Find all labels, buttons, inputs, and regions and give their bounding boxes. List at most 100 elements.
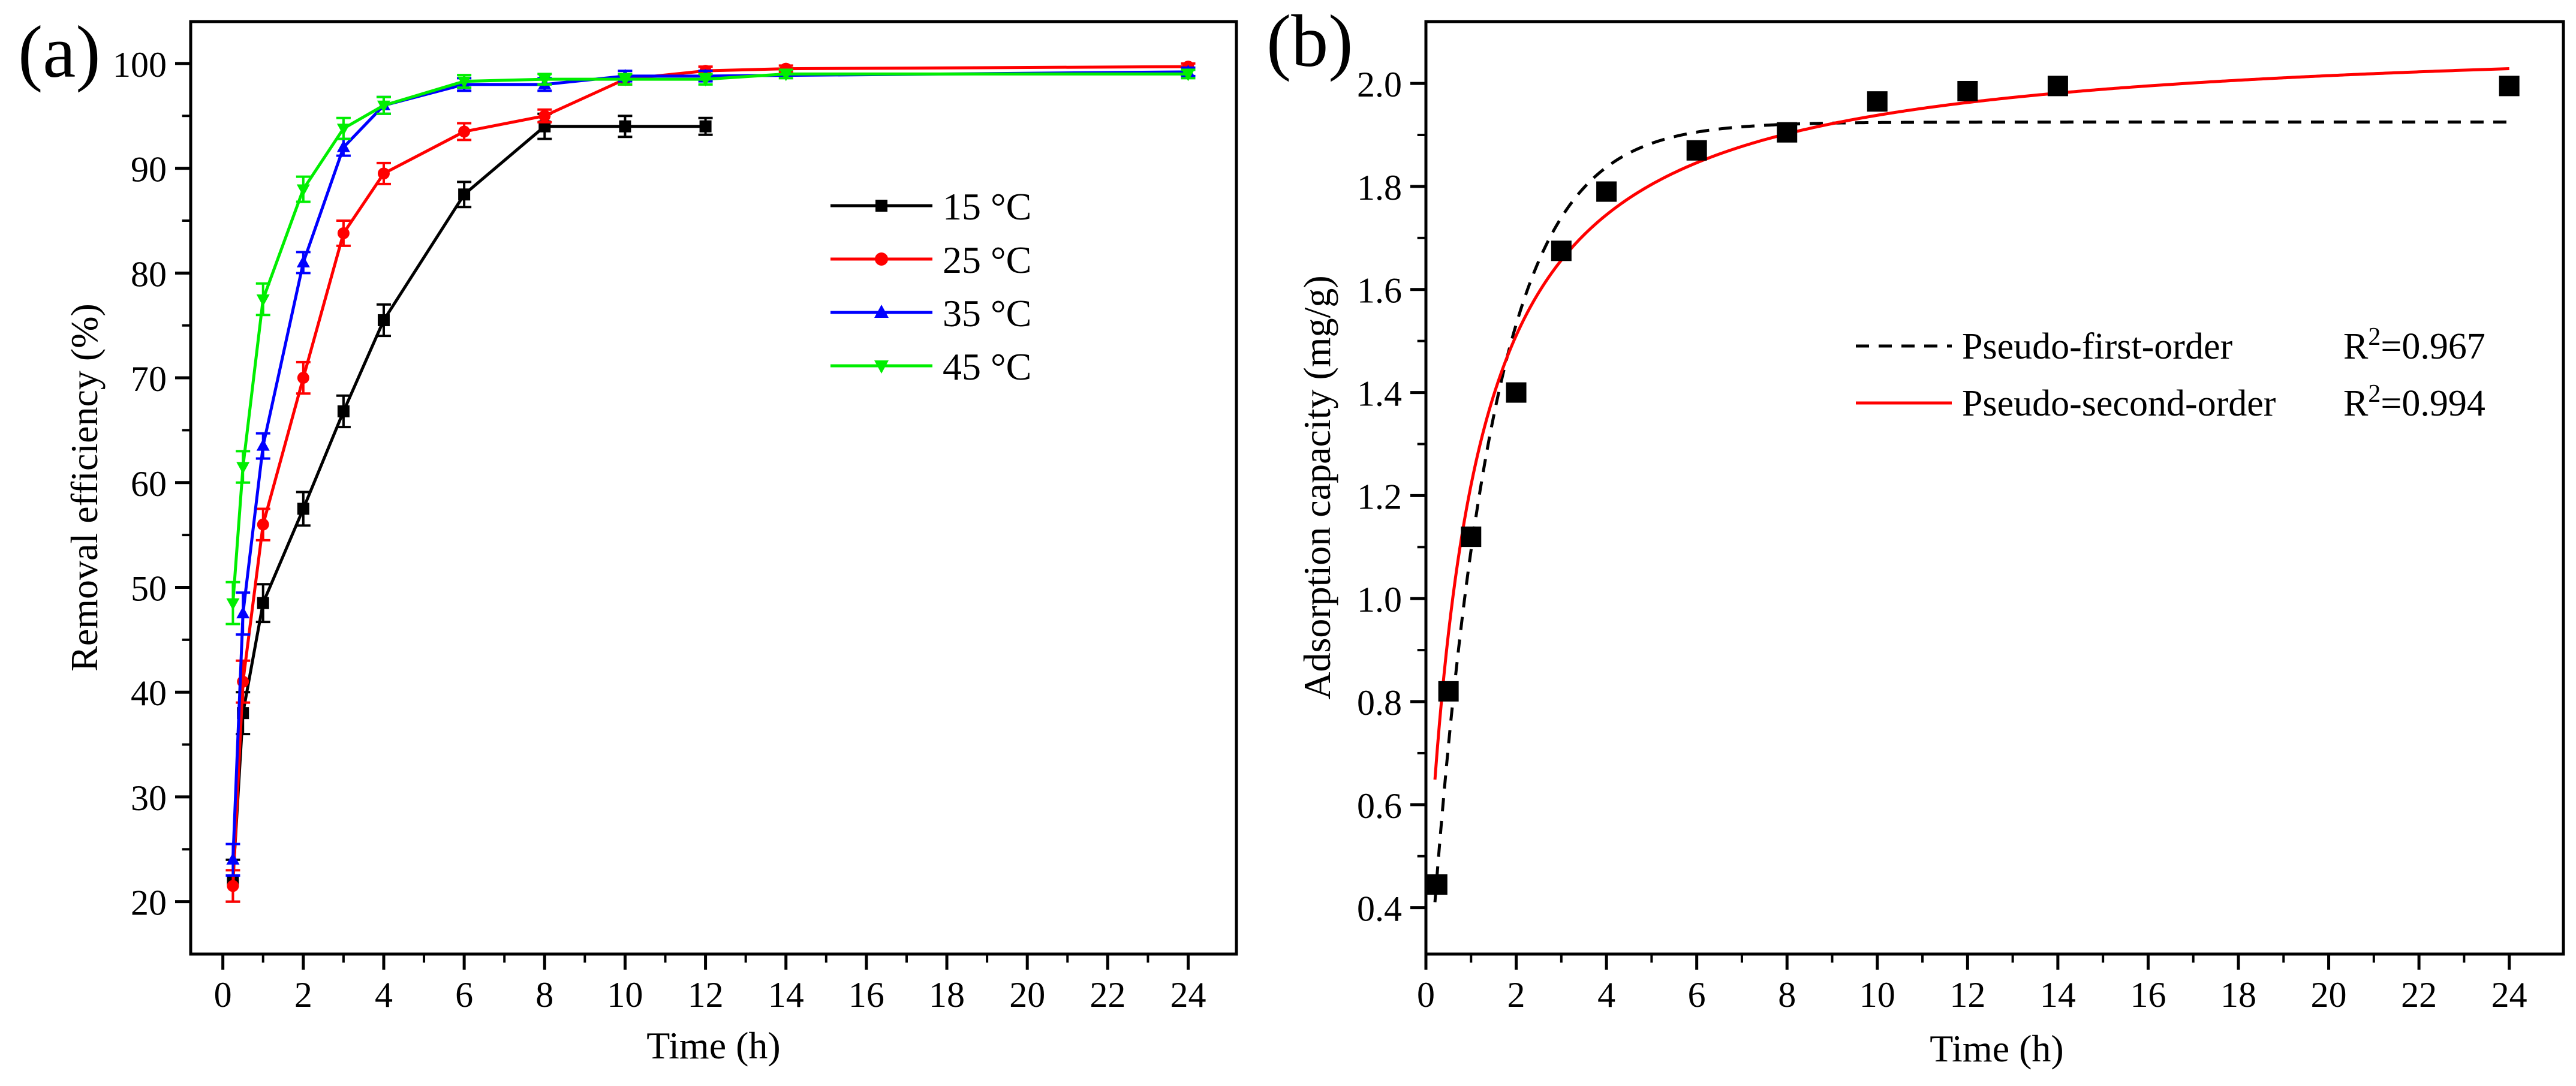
series-line <box>231 70 1188 860</box>
y-tick-label: 0.6 <box>1357 786 1402 826</box>
panel-b-y-axis-label: Adsorption capacity (mg/g) <box>1296 275 1338 699</box>
legend-label-15c: 15 °C <box>943 185 1031 228</box>
data-point <box>538 74 552 87</box>
x-tick-label: 18 <box>929 975 965 1015</box>
y-tick-label: 1.6 <box>1357 271 1402 311</box>
data-point <box>538 110 551 122</box>
data-point <box>779 69 793 82</box>
x-tick-label: 18 <box>2220 975 2256 1015</box>
data-point <box>699 120 712 133</box>
legend-item-25c: 25 °C <box>830 239 1031 281</box>
data-point <box>2499 76 2520 97</box>
x-tick-label: 20 <box>2311 975 2347 1015</box>
fit-curve-pseudo-first-order <box>1433 121 2509 903</box>
panel-b-plot-frame <box>1424 20 2565 956</box>
y-tick-label: 100 <box>113 45 167 85</box>
data-point <box>377 100 390 113</box>
x-tick-label: 6 <box>1688 975 1706 1015</box>
panel-b: (b) 0 2 4 6 8 10 12 14 16 18 20 22 240.40.60.81.01.2… <box>1266 0 2565 1070</box>
data-point <box>227 880 239 892</box>
series-line <box>231 125 706 881</box>
x-tick-label: 10 <box>607 975 643 1015</box>
x-tick-label: 22 <box>2401 975 2437 1015</box>
legend-label-35c: 35 °C <box>943 292 1031 335</box>
data-point <box>1551 240 1572 261</box>
x-tick-label: 22 <box>1090 975 1126 1015</box>
panel-a-plot-frame <box>189 20 1238 956</box>
y-tick-label: 50 <box>131 568 167 608</box>
x-tick-label: 12 <box>688 975 724 1015</box>
x-tick-label: 14 <box>2040 975 2076 1015</box>
x-tick-label: 16 <box>2130 975 2166 1015</box>
panel-b-points <box>1427 76 2520 895</box>
y-tick-label: 20 <box>131 883 167 923</box>
x-tick-label: 0 <box>1417 975 1435 1015</box>
data-point <box>377 167 390 180</box>
x-tick-label: 24 <box>1170 975 1206 1015</box>
panel-a: (a) 0 2 4 6 8 10 12 14 16 18 20 22 24203040506070809… <box>18 11 1238 1067</box>
data-point <box>226 852 240 865</box>
legend-item-35c: 35 °C <box>830 292 1031 335</box>
y-tick-label: 1.8 <box>1357 168 1402 207</box>
data-point <box>618 74 632 87</box>
panel-b-x-axis-label: Time (h) <box>1930 1027 2063 1070</box>
legend-marker-circle <box>875 252 888 266</box>
series-15Cc <box>225 112 713 903</box>
x-tick-label: 10 <box>1859 975 1895 1015</box>
y-tick-label: 0.4 <box>1357 889 1402 929</box>
y-tick-label: 80 <box>131 254 167 294</box>
series-line <box>231 72 1188 603</box>
data-point <box>1957 80 1978 101</box>
data-point <box>296 255 310 267</box>
data-point <box>226 598 240 610</box>
panel-a-x-axis-label: Time (h) <box>646 1024 780 1067</box>
panel-a-y-axis-label: Removal efficiency (%) <box>63 303 106 672</box>
x-tick-label: 4 <box>375 975 393 1015</box>
x-tick-label: 16 <box>848 975 884 1015</box>
x-tick-label: 0 <box>214 975 232 1015</box>
legend-item-pseudo-first-order: Pseudo-first-order R2=0.967 <box>1856 323 2485 367</box>
data-point <box>1181 69 1195 82</box>
x-tick-label: 24 <box>2491 975 2527 1015</box>
data-point <box>377 314 390 326</box>
y-tick-label: 1.2 <box>1357 477 1402 516</box>
data-point <box>256 294 270 307</box>
legend-label-pseudo-first-order: Pseudo-first-order <box>1962 326 2232 367</box>
legend-marker-triangle-up <box>874 305 889 318</box>
data-point <box>699 74 712 87</box>
legend-marker-triangle-down <box>874 360 889 374</box>
legend-marker-square <box>875 200 887 212</box>
data-point <box>337 405 350 417</box>
legend-label-pseudo-second-order: Pseudo-second-order <box>1962 383 2276 424</box>
legend-item-45c: 45 °C <box>830 345 1031 388</box>
data-point <box>336 140 350 152</box>
data-point <box>336 124 350 136</box>
series-45Cc <box>225 68 1196 625</box>
fit-curve-pseudo-second-order <box>1433 67 2509 780</box>
data-point <box>1596 181 1617 202</box>
panel-a-series <box>225 61 1196 903</box>
data-point <box>256 438 270 451</box>
data-point <box>1438 681 1459 702</box>
legend-r2-first-order: R2=0.967 <box>2343 323 2485 367</box>
panel-b-ticks: 0 2 4 6 8 10 12 14 16 18 20 22 240.40.60.81.01.21.41… <box>1357 65 2527 1015</box>
panel-b-label: (b) <box>1266 0 1353 82</box>
legend-r2-second-order: R2=0.994 <box>2343 380 2485 424</box>
y-tick-label: 40 <box>131 673 167 713</box>
x-tick-label: 2 <box>1507 975 1525 1015</box>
legend-label-45c: 45 °C <box>943 345 1031 388</box>
series-line <box>231 65 1188 886</box>
x-tick-label: 2 <box>294 975 312 1015</box>
x-tick-label: 20 <box>1009 975 1045 1015</box>
legend-item-15c: 15 °C <box>830 185 1031 228</box>
series-35Cc <box>225 64 1196 877</box>
panel-a-label: (a) <box>18 11 101 93</box>
data-point <box>458 188 471 201</box>
data-point <box>1777 122 1798 143</box>
panel-b-fit-curves <box>1433 67 2509 903</box>
x-tick-label: 4 <box>1597 975 1615 1015</box>
panel-a-legend: 15 °C 25 °C 35 °C 45 °C <box>830 185 1031 388</box>
data-point <box>619 120 631 133</box>
